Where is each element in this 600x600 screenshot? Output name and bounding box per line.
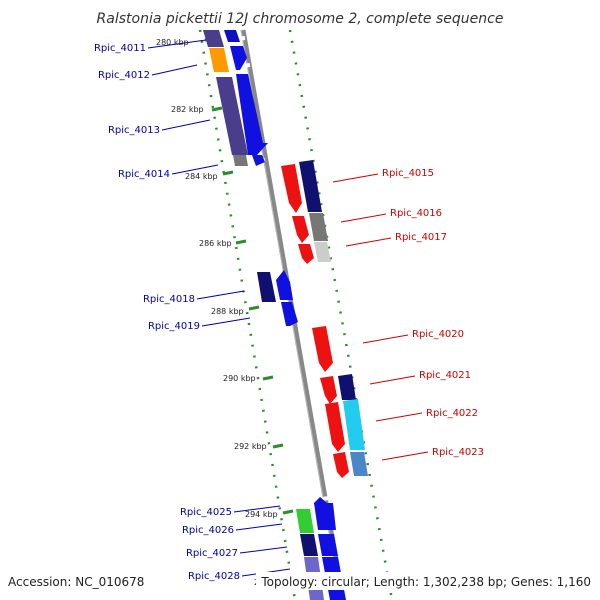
gene-label-rpic-4022[interactable]: Rpic_4022 [426,408,478,419]
accession-text: Accession: NC_010678 [8,575,144,589]
gene-feature [298,244,314,264]
gene-label-rpic-4027[interactable]: Rpic_4027 [186,548,238,559]
gene-feature [300,534,318,556]
tick-label-294kbp: 294 kbp [245,510,278,519]
gene-feature [224,30,240,42]
tick-label-290kbp: 290 kbp [223,374,256,383]
gene-feature [314,242,331,262]
gene-feature [299,160,322,212]
gene-feature [252,155,265,166]
tick-label-288kbp: 288 kbp [211,307,244,316]
gene-label-rpic-4020[interactable]: Rpic_4020 [412,329,464,340]
topology-text: Topology: circular; Length: 1,302,238 bp… [260,575,591,589]
gene-feature [309,213,328,241]
gene-feature [350,452,368,476]
footer-background [256,572,596,590]
gene-feature [338,374,356,400]
gene-label-rpic-4025[interactable]: Rpic_4025 [180,507,232,518]
map-title: Ralstonia pickettii 12J chromosome 2, co… [97,11,504,27]
gene-feature [343,399,365,450]
tick-label-286kbp: 286 kbp [199,239,232,248]
gene-label-rpic-4013[interactable]: Rpic_4013 [108,125,160,136]
gene-label-rpic-4016[interactable]: Rpic_4016 [390,208,442,219]
tick-label-284kbp: 284 kbp [185,172,218,181]
right-leader-lines [332,173,429,461]
right-gene-features [281,160,368,478]
tick-label-280kbp: 280 kbp [156,38,189,47]
gene-feature [276,270,293,300]
tick-label-292kbp: 292 kbp [234,442,267,451]
gene-label-rpic-4026[interactable]: Rpic_4026 [182,525,234,536]
gene-feature [312,326,333,372]
gene-label-rpic-4014[interactable]: Rpic_4014 [118,169,170,180]
left-leader-lines [147,39,291,577]
gene-feature [281,302,298,326]
gene-feature [333,452,349,478]
gene-feature [233,155,248,166]
tick-marks [204,36,294,515]
gene-feature [320,376,337,404]
gene-feature [318,534,338,556]
gene-label-rpic-4028[interactable]: Rpic_4028 [188,571,240,582]
gene-feature [236,74,268,155]
gene-label-rpic-4023[interactable]: Rpic_4023 [432,447,484,458]
gene-feature [314,497,336,530]
gene-feature [292,216,309,243]
gene-feature [209,48,229,72]
gene-label-rpic-4018[interactable]: Rpic_4018 [143,294,195,305]
gene-feature [230,46,247,70]
gene-feature [216,77,248,155]
gene-label-rpic-4011[interactable]: Rpic_4011 [94,43,146,54]
gene-feature [281,164,302,213]
tick-label-282kbp: 282 kbp [171,105,204,114]
gene-feature [203,30,224,47]
gene-label-rpic-4017[interactable]: Rpic_4017 [395,232,447,243]
gene-label-rpic-4015[interactable]: Rpic_4015 [382,168,434,179]
gene-label-rpic-4012[interactable]: Rpic_4012 [98,70,150,81]
gene-feature [257,272,276,302]
gene-label-rpic-4019[interactable]: Rpic_4019 [148,321,200,332]
gene-feature [325,402,345,452]
gene-feature [296,509,314,533]
gene-label-rpic-4021[interactable]: Rpic_4021 [419,370,471,381]
